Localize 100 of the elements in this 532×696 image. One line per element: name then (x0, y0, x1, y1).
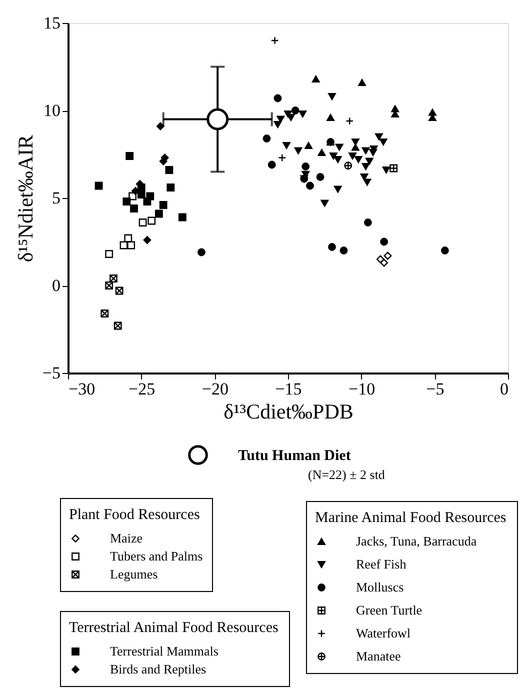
point (390, 164, 398, 172)
x-tick-label: −15 (275, 380, 302, 398)
legend-label: Waterfowl (356, 626, 411, 640)
legend-label: Tubers and Palms (110, 548, 203, 564)
y-axis-title: δ¹⁵Ndiet‰AIR (13, 134, 38, 262)
point (294, 147, 302, 154)
legend-label: Jacks, Tuna, Barracuda (356, 534, 477, 548)
point (354, 156, 362, 164)
point (428, 108, 436, 116)
y-tick-label: 10 (44, 101, 60, 120)
point (274, 94, 282, 102)
point (348, 152, 356, 160)
legend-label: Reef Fish (356, 556, 407, 572)
point (94, 182, 103, 190)
x-tick-label: 0 (500, 380, 508, 398)
x-tick-label: −30 (68, 380, 96, 398)
legend-label: Manatee (356, 648, 401, 664)
point (320, 200, 329, 207)
point (304, 142, 312, 150)
point (124, 234, 132, 242)
x-tick-label: −20 (202, 380, 228, 398)
point (344, 162, 352, 170)
y-tick-label: 15 (44, 14, 60, 32)
point (318, 148, 326, 156)
point (105, 250, 114, 258)
point (159, 201, 168, 209)
point (137, 190, 146, 198)
point (362, 147, 370, 154)
point (316, 173, 324, 181)
point (334, 186, 342, 193)
point (138, 218, 147, 226)
legend-label: Green Turtle (356, 602, 422, 618)
point (206, 108, 229, 130)
point (122, 198, 131, 206)
point (165, 166, 174, 174)
legend-label: Maize (110, 530, 143, 546)
point (369, 148, 378, 156)
point (363, 178, 372, 186)
point (166, 184, 175, 192)
point (328, 92, 336, 100)
point (148, 216, 156, 225)
point (127, 241, 136, 250)
text: Plant Food Resources (69, 507, 200, 523)
point (328, 243, 336, 251)
point (312, 75, 320, 83)
point (110, 274, 118, 282)
x-tick-label: −10 (348, 380, 376, 398)
point (143, 236, 152, 244)
point (262, 134, 271, 142)
point (334, 156, 342, 164)
point (198, 248, 206, 256)
point (274, 120, 282, 128)
point (362, 162, 370, 170)
text: (N=22) ± 2 std (308, 467, 386, 482)
point (352, 138, 360, 146)
y-tick-label: −5 (42, 364, 60, 382)
point (298, 110, 307, 118)
point (114, 322, 122, 330)
point (340, 246, 348, 254)
point (306, 182, 314, 190)
legend-label: Tutu Human Diet (238, 448, 351, 464)
legend-label: Molluscs (356, 580, 404, 594)
point (374, 133, 383, 140)
point (335, 144, 344, 151)
point (382, 166, 390, 174)
legend-label: Birds and Reptiles (110, 662, 206, 676)
point (143, 198, 152, 206)
point (379, 138, 388, 146)
point (100, 310, 109, 318)
legend-label: Legumes (110, 566, 158, 582)
x-tick-label: −25 (128, 380, 156, 398)
point (154, 210, 163, 218)
point (364, 218, 372, 226)
point (391, 105, 400, 112)
point (326, 114, 334, 122)
point (440, 246, 449, 254)
y-tick-label: 5 (52, 188, 60, 208)
text: Marine Animal Food Resources (315, 510, 506, 526)
text: Terrestrial Animal Food Resources (69, 620, 278, 636)
point (268, 160, 276, 169)
point (120, 241, 128, 250)
point (276, 116, 285, 123)
point (156, 122, 164, 130)
point (105, 282, 114, 290)
point (365, 158, 374, 165)
point (130, 204, 138, 212)
point (126, 152, 134, 160)
point (352, 144, 360, 151)
point (358, 78, 366, 86)
point (380, 238, 388, 246)
point (115, 286, 124, 295)
point (282, 142, 290, 150)
legend-label: Terrestrial Mammals (110, 644, 218, 658)
x-axis-title: δ¹³Cdiet‰PDB (224, 400, 354, 424)
x-tick-label: −5 (426, 380, 444, 398)
point (291, 106, 300, 114)
point (302, 162, 310, 170)
point (360, 173, 368, 181)
point (330, 152, 338, 160)
y-tick-label: 0 (52, 276, 60, 295)
